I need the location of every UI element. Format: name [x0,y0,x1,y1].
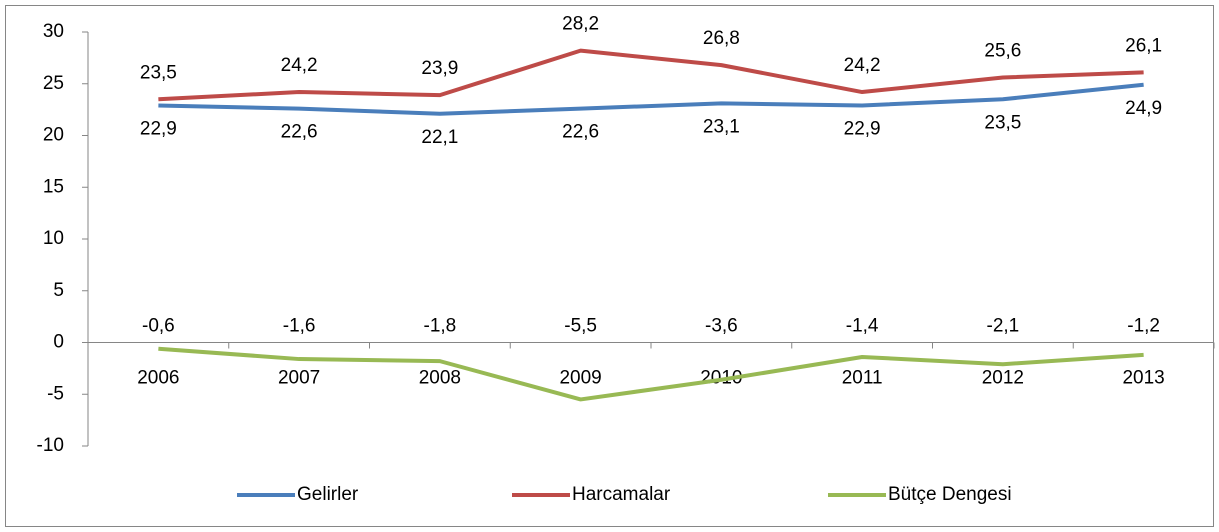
y-tick-label: -10 [37,435,64,456]
data-label: 23,1 [703,116,740,137]
chart-border [5,5,1214,527]
series-line [158,346,1144,402]
data-label: 23,9 [421,58,458,79]
data-label: 22,9 [844,119,881,140]
legend-label: Gelirler [297,484,359,505]
data-label: 23,5 [984,112,1021,133]
x-tick-label: 2013 [1122,368,1164,389]
data-label: 26,8 [703,28,740,49]
x-tick-label: 2007 [278,368,320,389]
data-label: 25,6 [984,41,1021,62]
legend-label: Harcamalar [572,484,671,505]
y-tick-label: 20 [43,125,64,146]
data-label: 24,2 [844,55,881,76]
x-tick-label: 2009 [559,368,601,389]
y-tick-label: 0 [53,332,64,353]
data-label: -1,8 [424,316,457,337]
data-label: -1,4 [846,316,879,337]
data-label: 22,6 [281,122,318,143]
data-label: -0,6 [142,316,175,337]
data-label: -5,5 [564,316,597,337]
y-tick-label: 15 [43,176,64,197]
y-tick-label: 10 [43,228,64,249]
y-tick-label: 30 [43,21,64,42]
y-tick-label: 5 [53,280,64,301]
data-label: 22,6 [562,122,599,143]
data-label: 26,1 [1125,35,1162,56]
data-label: -2,1 [987,316,1020,337]
x-tick-label: 2008 [419,368,461,389]
y-tick-label: 25 [43,73,64,94]
series-line [158,82,1144,116]
data-label: 28,2 [562,14,599,35]
x-tick-label: 2012 [982,368,1024,389]
data-label: 23,5 [140,62,177,83]
data-label: -1,6 [283,316,316,337]
data-label: -3,6 [705,316,738,337]
y-tick-label: -5 [47,383,64,404]
data-label: 24,2 [281,55,318,76]
data-label: 22,9 [140,119,177,140]
legend-label: Bütçe Dengesi [888,484,1012,505]
data-label: 22,1 [421,127,458,148]
x-tick-label: 2006 [137,368,179,389]
data-label: -1,2 [1127,316,1160,337]
data-label: 24,9 [1125,98,1162,119]
x-tick-label: 2011 [842,368,883,389]
series-line [158,48,1144,102]
